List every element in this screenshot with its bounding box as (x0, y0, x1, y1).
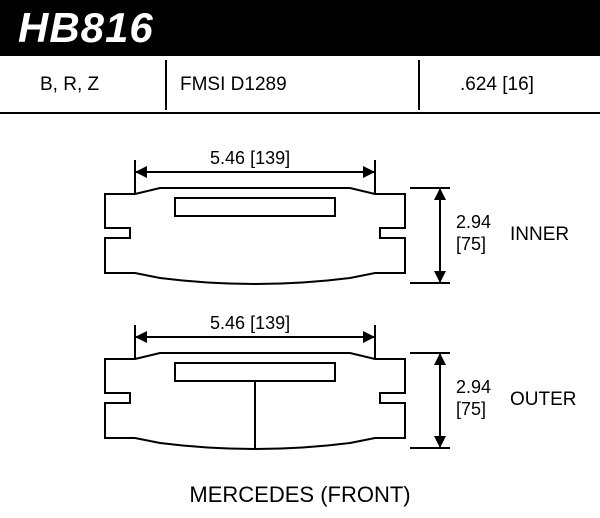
inner-width-in: 5.46 (210, 148, 245, 168)
application-label: MERCEDES (FRONT) (0, 482, 600, 508)
outer-width-mm: [139] (250, 313, 290, 333)
outer-height-in: 2.94 (456, 377, 491, 397)
inner-pad-block: 5.46 [139] 2.94 [75] INNER (80, 138, 500, 288)
compounds-cell: B, R, Z (40, 56, 99, 114)
thickness-cell: .624 [16] (460, 56, 534, 114)
svg-text:5.46 [139]: 5.46 [139] (210, 313, 290, 333)
inner-width-mm: [139] (250, 148, 290, 168)
outer-pad-block: 5.46 [139] 2.94 [75] OUTER (80, 303, 500, 453)
part-number-header: HB816 (0, 0, 600, 56)
spec-row: B, R, Z FMSI D1289 .624 [16] (0, 56, 600, 114)
inner-height-in: 2.94 (456, 212, 491, 232)
inner-pad-svg: 5.46 [139] 2.94 [75] (80, 138, 500, 288)
fmsi-cell: FMSI D1289 (180, 56, 287, 114)
outer-label: OUTER (510, 389, 577, 411)
spec-divider (165, 60, 167, 110)
spec-divider (418, 60, 420, 110)
outer-width-in: 5.46 (210, 313, 245, 333)
inner-height-mm: [75] (456, 234, 486, 254)
inner-pad-outline (105, 188, 405, 284)
outer-pad-outline (105, 353, 405, 449)
diagram-area: 5.46 [139] 2.94 [75] INNER (0, 118, 600, 518)
svg-text:5.46 [139]: 5.46 [139] (210, 148, 290, 168)
part-number-text: HB816 (18, 4, 154, 51)
inner-height-dimension: 2.94 [75] (410, 188, 491, 283)
outer-height-dimension: 2.94 [75] (410, 353, 491, 448)
outer-pad-svg: 5.46 [139] 2.94 [75] (80, 303, 500, 453)
outer-height-mm: [75] (456, 399, 486, 419)
inner-label: INNER (510, 224, 569, 246)
